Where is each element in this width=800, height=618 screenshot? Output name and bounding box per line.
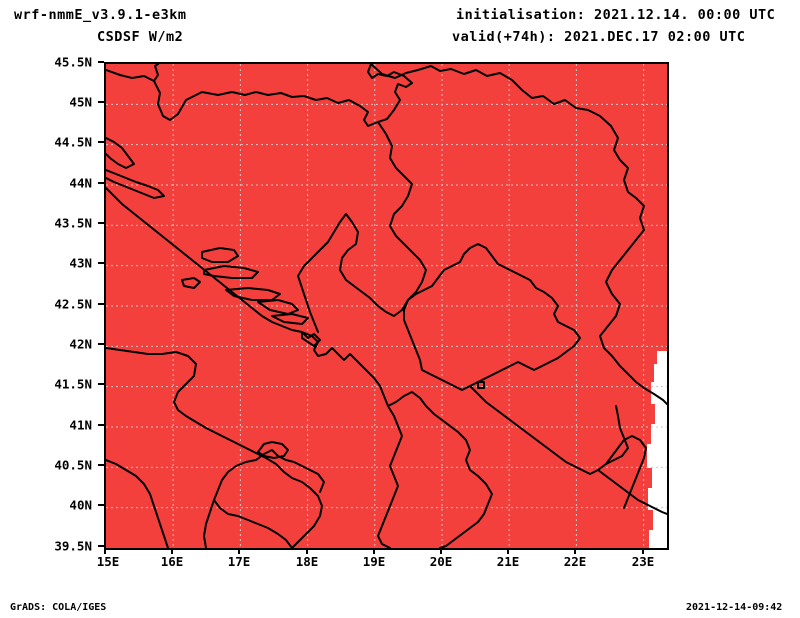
y-tick <box>98 303 104 305</box>
y-axis-label: 44N <box>69 175 92 191</box>
outline-greece-north-border <box>597 469 667 515</box>
y-axis-label: 45.5N <box>54 54 92 70</box>
initialisation-time-label: initialisation: 2021.12.14. 00:00 UTC <box>456 7 776 23</box>
outline-croatia-bosnia-north <box>153 64 413 127</box>
outline-bosnia-east-border <box>377 121 427 311</box>
outline-croatia-coastline <box>106 137 395 417</box>
x-axis-label: 21E <box>496 554 520 569</box>
y-tick <box>98 222 104 224</box>
y-tick <box>98 464 104 466</box>
outline-island-korcula <box>225 287 281 301</box>
outline-serbia-border <box>370 64 667 405</box>
map-outlines <box>106 64 667 548</box>
x-axis-label: 18E <box>295 554 319 569</box>
outline-greece-coast <box>605 435 647 509</box>
variable-units-label: CSDSF W/m2 <box>97 29 184 45</box>
outline-northwest-border <box>106 64 159 82</box>
x-axis-label: 23E <box>631 554 655 569</box>
model-name-label: wrf-nmmE_v3.9.1-e3km <box>14 7 187 23</box>
y-axis-label: 39.5N <box>54 538 92 554</box>
y-tick <box>98 101 104 103</box>
header: wrf-nmmE_v3.9.1-e3km CSDSF W/m2 initiali… <box>0 0 800 55</box>
y-tick <box>98 182 104 184</box>
y-tick <box>98 343 104 345</box>
outline-italy-calabria-coast <box>106 459 169 548</box>
x-axis-label: 20E <box>429 554 453 569</box>
outline-north-macedonia-border <box>469 385 629 475</box>
outline-italy-salento <box>203 499 215 548</box>
outline-island-mljet <box>271 313 309 325</box>
y-tick <box>98 504 104 506</box>
x-tick <box>238 548 240 554</box>
outline-bay-of-kotor <box>301 331 321 347</box>
y-tick <box>98 61 104 63</box>
valid-time-label: valid(+74h): 2021.DEC.17 02:00 UTC <box>452 29 746 45</box>
map-plot-area <box>106 64 667 548</box>
outline-island-hvar <box>203 265 259 279</box>
x-axis-label: 15E <box>96 554 120 569</box>
outline-montenegro-albania-coast <box>377 415 403 548</box>
y-axis-label: 41N <box>69 417 92 433</box>
y-tick <box>98 545 104 547</box>
outline-albania-east-border <box>387 391 493 548</box>
x-axis-label: 19E <box>362 554 386 569</box>
x-tick <box>440 548 442 554</box>
outline-bosnia-south-border <box>297 213 403 333</box>
gridlines <box>106 64 667 548</box>
y-axis-label: 44.5N <box>54 134 92 150</box>
x-tick <box>306 548 308 554</box>
y-axis-label: 40N <box>69 497 92 513</box>
y-axis-label: 40.5N <box>54 457 92 473</box>
x-tick <box>171 548 173 554</box>
x-axis-label: 16E <box>160 554 184 569</box>
y-axis-label: 41.5N <box>54 376 92 392</box>
outline-island-brac <box>201 247 239 263</box>
y-axis-label: 43N <box>69 255 92 271</box>
y-tick <box>98 141 104 143</box>
outline-island-peljesac <box>257 299 299 315</box>
y-axis-label: 43.5N <box>54 215 92 231</box>
y-tick <box>98 262 104 264</box>
outline-border-node <box>477 381 485 389</box>
x-tick <box>507 548 509 554</box>
y-tick <box>98 383 104 385</box>
map-canvas <box>106 64 667 548</box>
y-axis-label: 45N <box>69 94 92 110</box>
y-axis-label: 42.5N <box>54 296 92 312</box>
plot-timestamp-label: 2021-12-14-09:42 <box>686 602 783 613</box>
y-axis-label: 42N <box>69 336 92 352</box>
x-tick <box>373 548 375 554</box>
x-tick <box>574 548 576 554</box>
x-axis-label: 17E <box>227 554 251 569</box>
x-tick <box>642 548 644 554</box>
x-axis-label: 22E <box>563 554 587 569</box>
outline-gargano <box>257 441 289 459</box>
outline-italy-gulf-taranto <box>213 449 325 548</box>
outline-island-vis <box>181 277 201 289</box>
grads-credit-label: GrADS: COLA/IGES <box>10 602 107 613</box>
x-tick <box>104 548 106 554</box>
y-tick <box>98 424 104 426</box>
outline-kosovo-border <box>403 243 581 391</box>
outline-italy-adriatic-coast <box>106 347 323 548</box>
map-plot-frame <box>104 62 669 550</box>
